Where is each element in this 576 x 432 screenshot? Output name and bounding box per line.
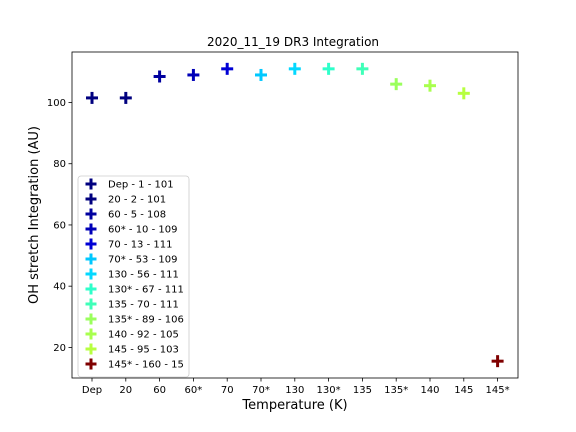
legend-marker xyxy=(85,343,97,355)
data-point xyxy=(187,68,200,81)
data-point xyxy=(322,62,335,75)
x-axis-label: Temperature (K) xyxy=(241,398,347,413)
y-tick-label: 60 xyxy=(53,220,66,231)
data-point xyxy=(153,70,166,83)
legend-marker xyxy=(85,178,97,190)
x-tick-label: 130* xyxy=(317,385,341,396)
data-point xyxy=(356,62,369,75)
y-tick-label: 20 xyxy=(53,343,66,354)
legend-entry: 145* - 160 - 15 xyxy=(108,360,184,371)
data-point xyxy=(119,91,132,104)
chart-title: 2020_11_19 DR3 Integration xyxy=(207,35,379,49)
x-tick-label: 135 xyxy=(353,385,372,396)
x-tick-label: 145 xyxy=(454,385,473,396)
legend-marker xyxy=(85,298,97,310)
legend-entry: 130 - 56 - 111 xyxy=(108,270,179,281)
x-tick-label: 140 xyxy=(420,385,439,396)
legend-frame xyxy=(77,175,190,378)
legend-marker xyxy=(85,358,97,370)
legend: Dep - 1 - 101 20 - 2 - 101 60 - 5 - 108 60*… xyxy=(77,175,190,378)
data-point xyxy=(491,355,504,368)
legend-marker xyxy=(85,208,97,220)
data-point xyxy=(255,68,267,81)
data-point xyxy=(288,62,301,75)
x-tick-label: 20 xyxy=(119,385,132,396)
x-tick-label: 60 xyxy=(153,385,166,396)
data-point xyxy=(457,87,470,100)
legend-entry: Dep - 1 - 101 xyxy=(108,180,174,191)
legend-marker xyxy=(85,238,97,250)
legend-entry: 60 - 5 - 108 xyxy=(108,210,166,221)
data-point xyxy=(390,78,403,91)
legend-marker xyxy=(85,283,97,295)
data-point xyxy=(221,62,234,75)
legend-marker xyxy=(85,193,97,205)
legend-entry: 135 - 70 - 111 xyxy=(108,300,179,311)
x-tick-label: 135* xyxy=(384,385,408,396)
x-tick-label: 130 xyxy=(285,385,304,396)
y-tick-label: 40 xyxy=(53,282,66,293)
data-point xyxy=(86,91,98,104)
y-tick-label: 100 xyxy=(47,98,66,109)
legend-marker xyxy=(85,253,97,265)
x-tick-label: 145* xyxy=(486,385,510,396)
legend-entry: 130* - 67 - 111 xyxy=(108,285,184,296)
legend-entry: 135* - 89 - 106 xyxy=(108,315,184,326)
y-axis-label: OH stretch Integration (AU) xyxy=(27,126,42,304)
legend-entry: 70 - 13 - 111 xyxy=(108,240,172,251)
x-tick-label: 70 xyxy=(221,385,234,396)
plot-area: Dep 20 60 60* 70 70* 130 130* 135 135* 140 145 145* 2… xyxy=(47,51,519,396)
data-point xyxy=(424,79,436,92)
legend-entry: 60* - 10 - 109 xyxy=(108,225,177,236)
legend-entry: 20 - 2 - 101 xyxy=(108,195,166,206)
x-tick-label: 60* xyxy=(185,385,203,396)
x-tick-label: 70* xyxy=(252,385,270,396)
legend-marker xyxy=(85,223,97,235)
legend-marker xyxy=(85,328,97,340)
legend-entry: 140 - 92 - 105 xyxy=(108,330,179,341)
legend-marker xyxy=(85,313,97,325)
y-tick-label: 80 xyxy=(53,159,66,170)
legend-entry: 70* - 53 - 109 xyxy=(108,255,177,266)
x-tick-label: Dep xyxy=(82,385,102,396)
legend-marker xyxy=(85,268,97,280)
legend-entry: 145 - 95 - 103 xyxy=(108,345,179,356)
